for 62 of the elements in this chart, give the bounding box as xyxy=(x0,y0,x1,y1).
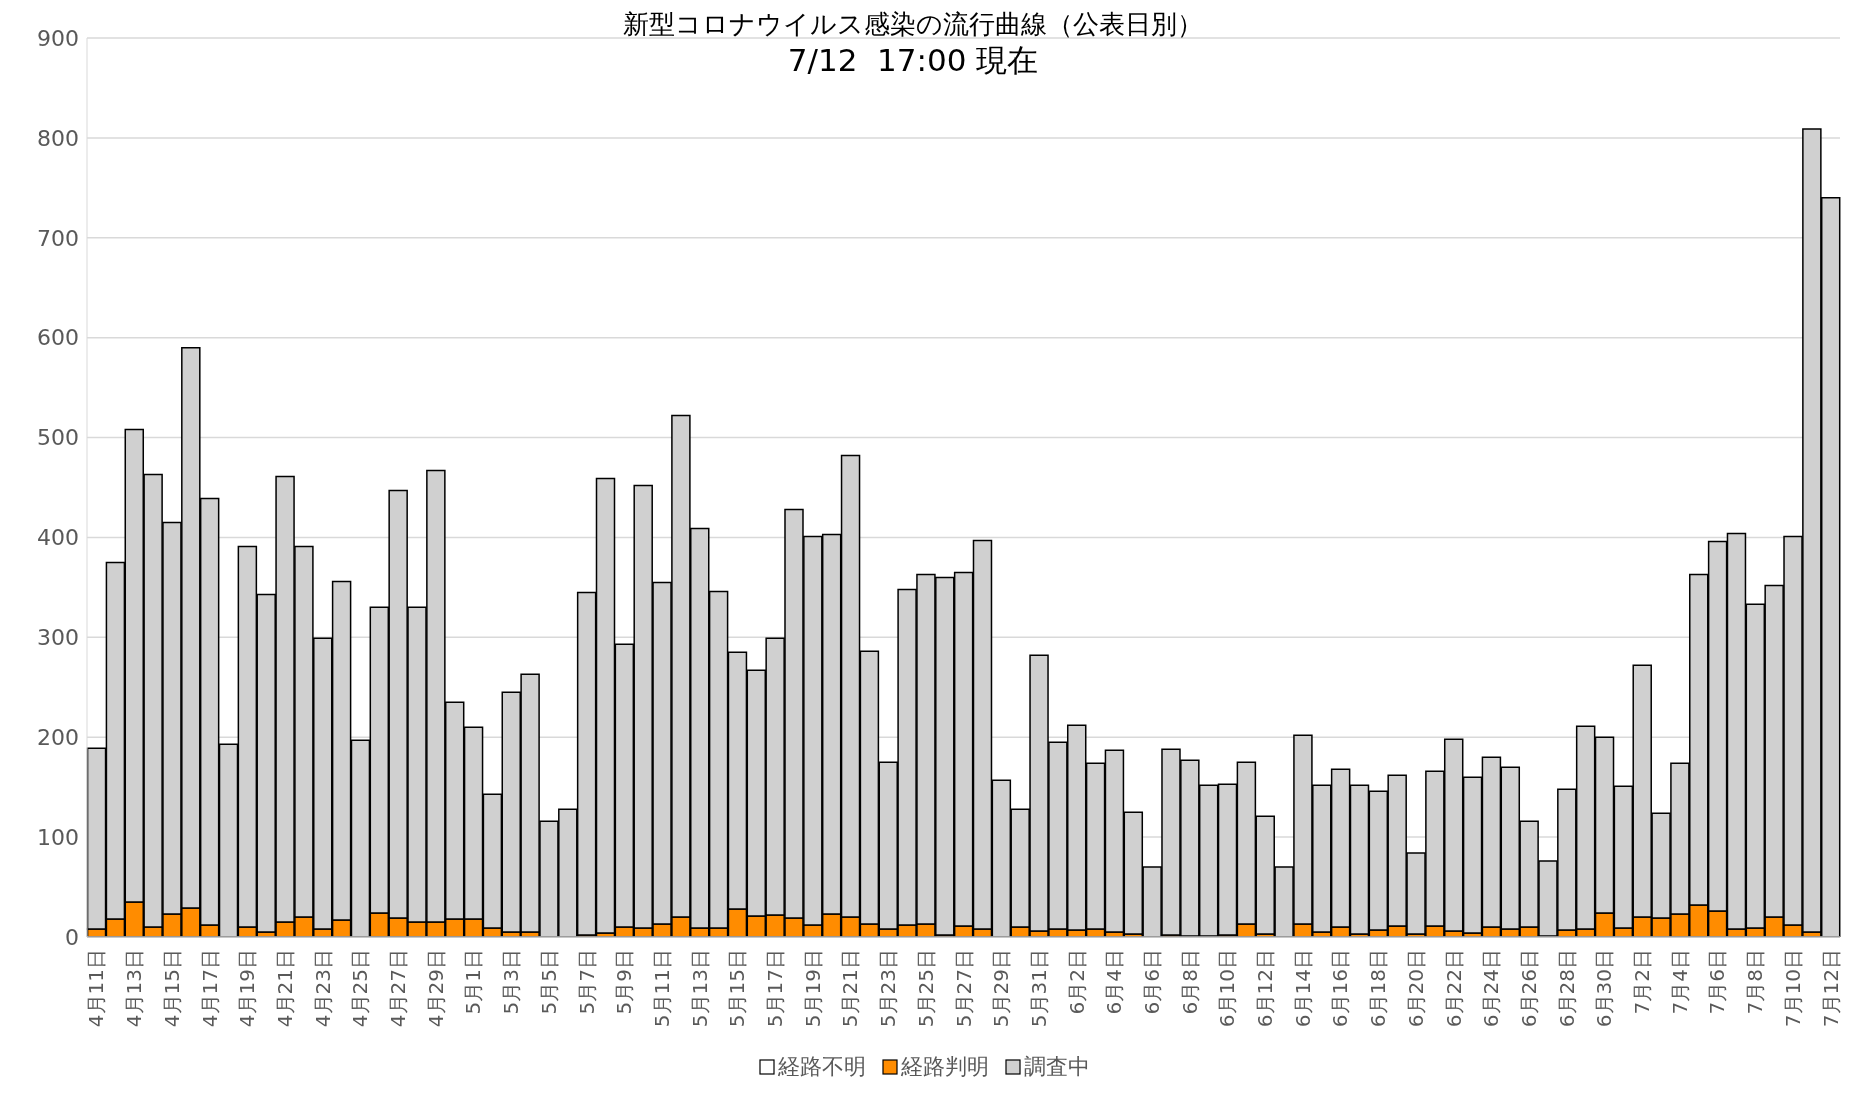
chart-title: 新型コロナウイルス感染の流行曲線（公表日別） xyxy=(623,9,1203,39)
x-tick-label: 6月24日 xyxy=(1479,949,1504,1028)
x-tick-label: 5月5日 xyxy=(536,949,561,1015)
x-tick-label: 4月25日 xyxy=(348,949,373,1028)
x-tick-label: 5月23日 xyxy=(876,949,901,1028)
x-tick-label: 5月9日 xyxy=(612,949,637,1015)
x-tick-label: 5月13日 xyxy=(687,949,712,1028)
x-tick-label: 5月25日 xyxy=(913,949,938,1028)
legend-label: 調査中 xyxy=(1023,1053,1090,1081)
x-tick-label: 4月15日 xyxy=(159,949,184,1028)
x-tick-label: 4月21日 xyxy=(272,949,297,1028)
x-tick-label: 5月17日 xyxy=(763,949,788,1028)
x-tick-label: 7月6日 xyxy=(1705,949,1730,1015)
x-tick-label: 6月22日 xyxy=(1441,949,1466,1028)
x-tick-label: 6月12日 xyxy=(1253,949,1278,1028)
x-tick-label: 4月11日 xyxy=(84,949,109,1028)
x-tick-label: 4月17日 xyxy=(197,949,222,1028)
y-tick-label: 100 xyxy=(37,824,79,850)
y-tick-label: 300 xyxy=(37,625,79,651)
x-tick-label: 4月13日 xyxy=(122,949,147,1028)
x-tick-label: 7月10日 xyxy=(1780,949,1805,1028)
x-tick-label: 5月27日 xyxy=(951,949,976,1028)
legend-label: 経路判明 xyxy=(900,1053,989,1081)
x-tick-label: 6月26日 xyxy=(1516,949,1541,1028)
y-tick-label: 500 xyxy=(37,425,79,451)
y-tick-label: 900 xyxy=(37,25,79,51)
x-tick-label: 6月20日 xyxy=(1403,949,1428,1028)
x-tick-label: 6月10日 xyxy=(1215,949,1240,1028)
x-tick-label: 5月7日 xyxy=(574,949,599,1015)
x-tick-label: 7月4日 xyxy=(1667,949,1692,1015)
y-tick-label: 400 xyxy=(37,525,79,551)
chart-subtitle: 7/12 17:00 現在 xyxy=(787,42,1039,78)
y-tick-label: 0 xyxy=(65,924,79,950)
x-tick-label: 6月2日 xyxy=(1064,949,1089,1015)
x-tick-label: 5月1日 xyxy=(461,949,486,1015)
y-tick-label: 200 xyxy=(37,725,79,751)
x-tick-label: 6月30日 xyxy=(1592,949,1617,1028)
x-tick-label: 4月29日 xyxy=(423,949,448,1028)
x-tick-label: 6月4日 xyxy=(1102,949,1127,1015)
x-tick-label: 7月8日 xyxy=(1743,949,1768,1015)
x-tick-label: 5月15日 xyxy=(725,949,750,1028)
x-tick-label: 4月27日 xyxy=(386,949,411,1028)
y-tick-label: 700 xyxy=(37,225,79,251)
x-tick-label: 5月31日 xyxy=(1026,949,1051,1028)
y-tick-label: 800 xyxy=(37,125,79,151)
x-tick-label: 5月19日 xyxy=(800,949,825,1028)
x-tick-label: 6月28日 xyxy=(1554,949,1579,1028)
y-tick-label: 600 xyxy=(37,325,79,351)
x-tick-label: 6月14日 xyxy=(1290,949,1315,1028)
x-tick-label: 5月3日 xyxy=(499,949,524,1015)
x-tick-label: 5月11日 xyxy=(649,949,674,1028)
x-tick-label: 7月12日 xyxy=(1818,949,1843,1028)
x-tick-label: 4月19日 xyxy=(235,949,260,1028)
x-tick-label: 7月2日 xyxy=(1630,949,1655,1015)
legend-label: 経路不明 xyxy=(777,1053,866,1081)
x-tick-label: 6月18日 xyxy=(1366,949,1391,1028)
x-tick-label: 5月21日 xyxy=(838,949,863,1028)
x-tick-label: 6月6日 xyxy=(1139,949,1164,1015)
x-tick-label: 4月23日 xyxy=(310,949,335,1028)
x-tick-label: 6月8日 xyxy=(1177,949,1202,1015)
x-tick-label: 5月29日 xyxy=(989,949,1014,1028)
x-tick-label: 6月16日 xyxy=(1328,949,1353,1028)
